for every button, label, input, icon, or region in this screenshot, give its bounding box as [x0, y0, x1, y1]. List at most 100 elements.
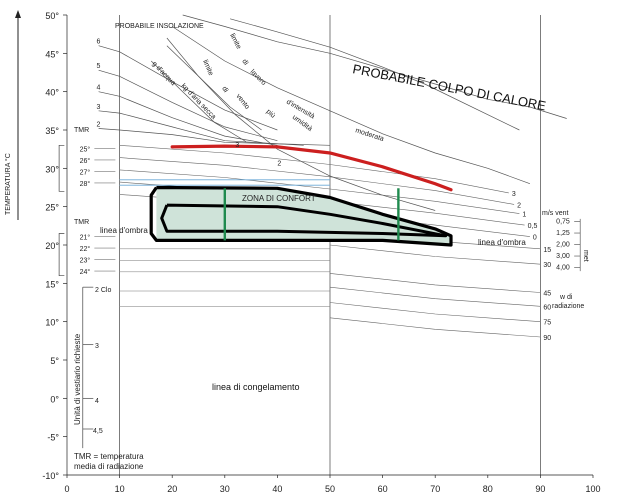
vento-word-2: di — [220, 86, 229, 95]
y-tick-label-35: 35° — [45, 126, 59, 136]
tmr-lower-bracket — [58, 233, 65, 277]
tmr-def-1: TMR = temperatura — [74, 452, 144, 461]
lavoro-word-2: di — [240, 58, 249, 67]
radiation-curve-4 — [329, 302, 541, 322]
tmr-upper-1: 26° — [80, 157, 91, 165]
insolazione-curve-3 — [98, 110, 304, 146]
x-tick-label-90: 90 — [535, 484, 545, 494]
insolazione-level-4: 2 — [97, 121, 101, 128]
wind-label-0: 3 — [512, 191, 516, 198]
x-tick-label-40: 40 — [272, 484, 282, 494]
wind-label-1: 2 — [517, 202, 521, 209]
x-tick-label-20: 20 — [167, 484, 177, 494]
y-tick-label-20: 20° — [45, 241, 59, 251]
tmr-upper-2: 27° — [80, 168, 91, 176]
tmr-lower-0: 21° — [80, 234, 91, 242]
wind-curve-2 — [119, 169, 520, 214]
radiation-curve-2 — [329, 273, 541, 293]
met-label-2: 2,00 — [556, 242, 570, 249]
zona-label: ZONA DI CONFORT — [242, 194, 316, 203]
insolazione-label: PROBABILE INSOLAZIONE — [115, 23, 204, 30]
radiation-label-2: 45 — [543, 291, 551, 298]
radiation-curve-3 — [329, 286, 541, 307]
colpo-boundary — [182, 14, 567, 119]
vestiario-label: Unità di vestiario richieste — [73, 333, 82, 425]
radiation-label-3: 60 — [543, 304, 551, 311]
radiation-label-0: 15 — [543, 247, 551, 254]
radiation-curve-1 — [329, 244, 541, 265]
radiation-curve-5 — [329, 317, 541, 338]
y-arrow-head — [15, 10, 21, 18]
y-tick-label--5: -5° — [47, 433, 59, 443]
radiation-label-5: 90 — [543, 335, 551, 342]
y-tick-label-5: 5° — [50, 356, 59, 366]
x-tick-label-60: 60 — [378, 484, 388, 494]
x-tick-label-70: 70 — [430, 484, 440, 494]
ombra-left-label: linea d'ombra — [100, 226, 148, 235]
insolazione-curve-4 — [98, 128, 331, 146]
insolazione-level-3: 3 — [97, 104, 101, 111]
y-tick-label-45: 45° — [45, 49, 59, 59]
y-tick-label--10: -10° — [42, 471, 59, 481]
tmr-bottom: TMR — [74, 219, 89, 226]
vento-word-4: più — [265, 108, 277, 120]
wind-label-4: 0 — [533, 235, 537, 242]
clo-2: 2 Clo — [95, 287, 111, 294]
tmr-lower-3: 24° — [80, 268, 91, 276]
met-label-4: 4,00 — [556, 265, 570, 272]
y-axis-label: TEMPERATURA °C — [4, 153, 12, 215]
insolazione-level-1: 5 — [97, 63, 101, 70]
radiazione-label: w di — [559, 294, 573, 301]
comfort-inner — [160, 203, 448, 238]
x-tick-label-80: 80 — [483, 484, 493, 494]
wind-curve-1 — [119, 157, 515, 205]
y-tick-label-15: 15° — [45, 279, 59, 289]
met-label-0: 0,75 — [556, 219, 570, 226]
tmr-top: TMR — [74, 127, 89, 134]
wind-label-2: 1 — [522, 212, 526, 219]
tmr-def-2: media di radiazione — [74, 462, 144, 471]
acqua-curve-1 — [166, 45, 262, 131]
curves — [98, 14, 567, 338]
clo-4: 4 — [95, 398, 99, 405]
lavoro-limit — [172, 26, 531, 185]
x-tick-label-0: 0 — [64, 484, 69, 494]
met-label-3: 3,00 — [556, 253, 570, 260]
comfort-outer — [149, 185, 453, 247]
y-tick-label-40: 40° — [45, 88, 59, 98]
red-curve — [170, 144, 453, 192]
mvent-label: m/s vent — [542, 210, 569, 217]
radiation-label-1: 30 — [543, 262, 551, 269]
x-tick-label-30: 30 — [220, 484, 230, 494]
wind-curve-0 — [119, 145, 509, 194]
tmr-lower-1: 22° — [80, 245, 91, 253]
insolazione-curve-1 — [98, 69, 278, 142]
axes: 0 10 20 30 40 50 60 70 80 90 10050°45°40°35°30°25°… — [42, 11, 600, 494]
acqua-level-3: 3 — [235, 142, 239, 149]
marks: 25°26°27°28°21°22°23°24°65432323210,5015… — [80, 39, 581, 342]
y-tick-label-50: 50° — [45, 11, 59, 21]
y-tick-label-0: 0° — [50, 394, 59, 404]
ombra-right-label: linea d'ombra — [478, 238, 526, 247]
tmr-upper-3: 28° — [80, 180, 91, 188]
tmr-upper-0: 25° — [80, 145, 91, 153]
colpo-boundary-2 — [230, 18, 520, 131]
radiation-label-4: 75 — [543, 320, 551, 327]
y-tick-label-10: 10° — [45, 318, 59, 328]
x-tick-label-50: 50 — [325, 484, 335, 494]
clo-3: 3 — [95, 343, 99, 350]
x-tick-label-100: 100 — [585, 484, 600, 494]
acqua-curve-0 — [150, 60, 246, 142]
clo-45: 4,5 — [93, 428, 103, 435]
congelamento-label: linea di congelamento — [212, 382, 300, 392]
tmr-lower-2: 23° — [80, 257, 91, 265]
x-tick-label-10: 10 — [115, 484, 125, 494]
acqua-level-2: 2 — [277, 160, 281, 167]
insolazione-level-0: 6 — [97, 39, 101, 46]
y-tick-label-25: 25° — [45, 203, 59, 213]
wind-label-3: 0,5 — [528, 223, 538, 230]
met-label-1: 1,25 — [556, 230, 570, 237]
radiazione-label-2: radiazione — [552, 303, 584, 310]
